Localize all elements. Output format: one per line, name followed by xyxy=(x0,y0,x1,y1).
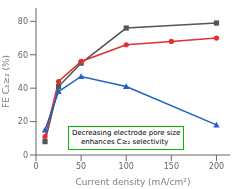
html-text:Decreasing electrode pore size: Decreasing electrode pore size enhances … xyxy=(72,129,181,146)
svg-text:0: 0 xyxy=(33,162,38,171)
svg-text:40: 40 xyxy=(18,84,28,93)
svg-text:100: 100 xyxy=(119,162,134,171)
svg-text:50: 50 xyxy=(76,162,86,171)
svg-text:80: 80 xyxy=(18,17,28,26)
svg-text:20: 20 xyxy=(18,117,28,126)
svg-text:0: 0 xyxy=(23,151,28,160)
svg-text:200: 200 xyxy=(209,162,224,171)
svg-text:Current density (mA/cm²): Current density (mA/cm²) xyxy=(76,177,191,187)
svg-text:FE C₂≥₂ (%): FE C₂≥₂ (%) xyxy=(8,55,11,108)
svg-text:150: 150 xyxy=(164,162,179,171)
svg-text:60: 60 xyxy=(18,51,28,60)
